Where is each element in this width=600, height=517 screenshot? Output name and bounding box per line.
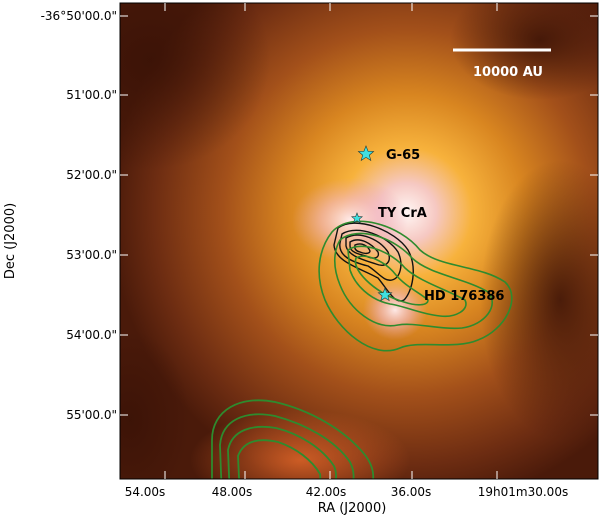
scale-bar: 10000 AU xyxy=(453,48,551,80)
contours-green-main xyxy=(318,220,513,352)
ra-tick-label: 54.00s xyxy=(125,485,166,499)
y-axis-label: Dec (J2000) xyxy=(3,203,18,279)
dec-tick-label: 54'00.0" xyxy=(66,328,117,342)
scale-bar-label: 10000 AU xyxy=(473,65,543,80)
ra-tick-label: 36.00s xyxy=(391,485,432,499)
dec-tick-labels: -36°50'00.0" 51'00.0" 52'00.0" 53'00.0" … xyxy=(41,9,117,422)
source-label: TY CrA xyxy=(378,206,427,221)
dec-tick-label: 55'00.0" xyxy=(66,408,117,422)
source-label: HD 176386 xyxy=(424,289,504,304)
star-icon xyxy=(357,145,375,162)
x-axis-label: RA (J2000) xyxy=(318,501,387,516)
dec-tick-label: 53'00.0" xyxy=(66,248,117,262)
ra-tick-labels: 54.00s 48.00s 42.00s 36.00s 19h01m30.00s xyxy=(125,485,569,499)
ra-tick-label: 48.00s xyxy=(212,485,253,499)
ra-tick-label: 42.00s xyxy=(306,485,347,499)
star-icon xyxy=(350,212,364,224)
source-label: G-65 xyxy=(386,148,420,163)
source-hd176386: HD 176386 xyxy=(377,287,504,304)
dec-tick-label: 51'00.0" xyxy=(66,88,117,102)
tick-marks xyxy=(120,3,598,479)
image-frame xyxy=(119,2,599,480)
ra-tick-label: 19h01m30.00s xyxy=(478,485,568,499)
source-g65: G-65 xyxy=(357,145,420,163)
dec-tick-label: 52'00.0" xyxy=(66,168,117,182)
contours-green-lower xyxy=(211,399,374,479)
star-icon xyxy=(377,287,393,302)
source-tycra: TY CrA xyxy=(350,206,427,224)
dec-tick-label: -36°50'00.0" xyxy=(41,9,117,23)
image-panel xyxy=(120,3,598,479)
